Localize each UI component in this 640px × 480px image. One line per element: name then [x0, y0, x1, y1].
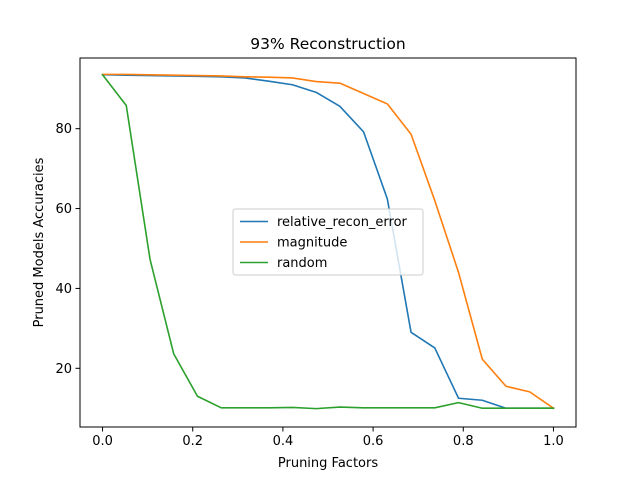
x-tick-label: 0.2	[182, 434, 203, 449]
legend: relative_recon_error magnitude random	[232, 208, 424, 276]
y-tick-label: 80	[55, 122, 72, 137]
legend-label-0: relative_recon_error	[277, 215, 408, 230]
y-tick-label: 40	[55, 282, 72, 297]
x-tick-label: 1.0	[543, 434, 564, 449]
y-tick-label: 20	[55, 362, 72, 377]
series-line-2	[101, 73, 555, 410]
series-layer	[101, 73, 555, 410]
x-axis-label: Pruning Factors	[278, 456, 378, 471]
legend-label-1: magnitude	[277, 236, 347, 251]
x-tick-label: 0.4	[273, 434, 294, 449]
legend-box	[232, 208, 424, 276]
legend-label-2: random	[277, 256, 327, 271]
plot-frame	[79, 57, 577, 428]
x-tick-label: 0.0	[92, 434, 113, 449]
x-axis: 0.0 0.2 0.4 0.6 0.8 1.0	[92, 427, 564, 449]
y-axis-label: Pruned Models Accuracies	[32, 157, 47, 327]
x-tick-label: 0.8	[453, 434, 474, 449]
x-tick-label: 0.6	[363, 434, 384, 449]
y-axis: 20 40 60 80	[55, 122, 80, 377]
y-tick-label: 60	[55, 202, 72, 217]
series-line-1	[101, 73, 555, 410]
chart-title: 93% Reconstruction	[250, 35, 405, 53]
